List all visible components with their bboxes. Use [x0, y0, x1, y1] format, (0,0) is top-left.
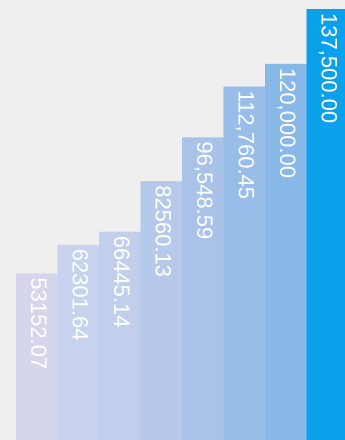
- bar-label-4: 82560.13: [150, 185, 175, 277]
- bar-label-5: 96,548.59: [192, 141, 217, 239]
- bar-label-3: 66445.14: [109, 236, 134, 328]
- bar-8: [306, 9, 345, 440]
- bar-5: [182, 137, 224, 440]
- bars-group: [16, 9, 345, 440]
- bar-labels-group: 53152.07 62301.64 66445.14 82560.13 96,548.5…: [26, 13, 342, 369]
- bar-label-2: 62301.64: [67, 249, 92, 341]
- bar-label-1: 53152.07: [26, 277, 51, 369]
- bar-4: [140, 181, 182, 440]
- bar-7: [265, 63, 307, 440]
- bar-1: [16, 273, 58, 440]
- bar-6: [223, 86, 265, 440]
- bar-3: [99, 231, 141, 440]
- bar-2: [57, 244, 99, 440]
- bar-label-6: 112,760.45: [233, 91, 258, 199]
- bar-label-8: 137,500.00: [316, 13, 341, 123]
- bar-label-7: 120,000.00: [275, 68, 300, 178]
